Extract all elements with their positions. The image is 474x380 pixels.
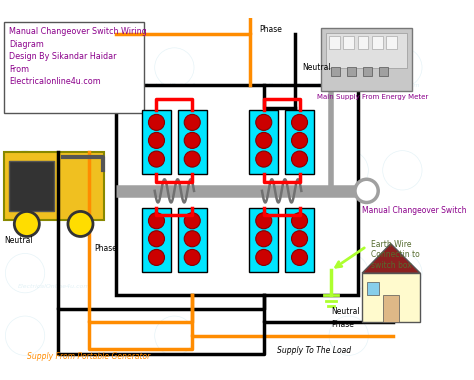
Bar — [285, 109, 314, 174]
Text: Supply From Portable Generator: Supply From Portable Generator — [27, 352, 150, 361]
Bar — [249, 109, 278, 174]
Circle shape — [184, 213, 200, 229]
Text: Phase: Phase — [94, 244, 117, 253]
Bar — [329, 36, 340, 49]
Text: Neutral: Neutral — [331, 307, 359, 316]
Circle shape — [148, 249, 164, 266]
Text: Phase: Phase — [259, 25, 282, 35]
Circle shape — [292, 114, 308, 130]
Circle shape — [148, 231, 164, 247]
Bar — [142, 208, 171, 272]
Circle shape — [148, 151, 164, 167]
Text: ElectricalOnline4u.com: ElectricalOnline4u.com — [18, 284, 90, 289]
Circle shape — [184, 151, 200, 167]
Circle shape — [256, 231, 272, 247]
Bar — [386, 36, 397, 49]
Circle shape — [292, 213, 308, 229]
Bar — [358, 36, 368, 49]
Bar — [285, 208, 314, 272]
Bar — [372, 36, 383, 49]
Text: Supply To The Load: Supply To The Load — [277, 345, 351, 355]
Text: ElectricalOnline4u.com: ElectricalOnline4u.com — [18, 83, 90, 88]
Text: ElectricalOnline4u.com: ElectricalOnline4u.com — [348, 83, 421, 88]
FancyBboxPatch shape — [4, 22, 144, 113]
Circle shape — [184, 231, 200, 247]
Polygon shape — [362, 244, 420, 273]
Circle shape — [184, 249, 200, 266]
Text: ElectricalOnline4u.com: ElectricalOnline4u.com — [268, 284, 340, 289]
Bar — [362, 273, 420, 322]
FancyBboxPatch shape — [4, 152, 104, 220]
Bar — [363, 68, 372, 76]
Text: ElectricalOnline4u.com: ElectricalOnline4u.com — [143, 284, 215, 289]
Bar — [327, 33, 407, 68]
Circle shape — [68, 211, 93, 236]
Bar — [9, 162, 54, 211]
Bar — [178, 208, 207, 272]
Text: ElectricalOnline4u.com: ElectricalOnline4u.com — [143, 186, 215, 191]
Circle shape — [256, 249, 272, 266]
Text: Phase: Phase — [331, 320, 354, 329]
Circle shape — [292, 151, 308, 167]
Circle shape — [256, 213, 272, 229]
Bar — [178, 109, 207, 174]
Circle shape — [256, 114, 272, 130]
Bar — [249, 208, 278, 272]
Text: ElectricalOnline4u.com: ElectricalOnline4u.com — [18, 186, 90, 191]
Bar — [116, 86, 358, 296]
Text: Neutral: Neutral — [302, 63, 331, 72]
Circle shape — [355, 179, 378, 203]
Circle shape — [148, 132, 164, 149]
Circle shape — [292, 231, 308, 247]
Circle shape — [256, 132, 272, 149]
Bar — [347, 68, 356, 76]
Bar — [366, 282, 379, 294]
Circle shape — [292, 249, 308, 266]
Circle shape — [292, 132, 308, 149]
Bar — [383, 296, 399, 322]
Text: Main Supply From Energy Meter: Main Supply From Energy Meter — [318, 94, 428, 100]
Text: ElectricalOnline4u.com: ElectricalOnline4u.com — [143, 83, 215, 88]
Bar — [343, 36, 354, 49]
Text: Manual Changeover Switch: Manual Changeover Switch — [362, 206, 466, 215]
Circle shape — [148, 213, 164, 229]
Bar — [379, 68, 388, 76]
Circle shape — [14, 211, 39, 236]
FancyBboxPatch shape — [321, 28, 412, 91]
Text: Neutral: Neutral — [4, 236, 33, 245]
Bar — [331, 68, 340, 76]
Text: Manual Changeover Switch Wiring
Diagram
Design By Sikandar Haidar
From
Electrica: Manual Changeover Switch Wiring Diagram … — [9, 27, 146, 86]
Circle shape — [256, 151, 272, 167]
Text: ElectricalOnline4u.com: ElectricalOnline4u.com — [268, 83, 340, 88]
Circle shape — [184, 132, 200, 149]
Circle shape — [148, 114, 164, 130]
Text: Earth Wire
Connectin to
switch box: Earth Wire Connectin to switch box — [371, 240, 420, 270]
Circle shape — [184, 114, 200, 130]
Text: ElectricalOnline4u.com: ElectricalOnline4u.com — [268, 186, 340, 191]
Bar — [142, 109, 171, 174]
